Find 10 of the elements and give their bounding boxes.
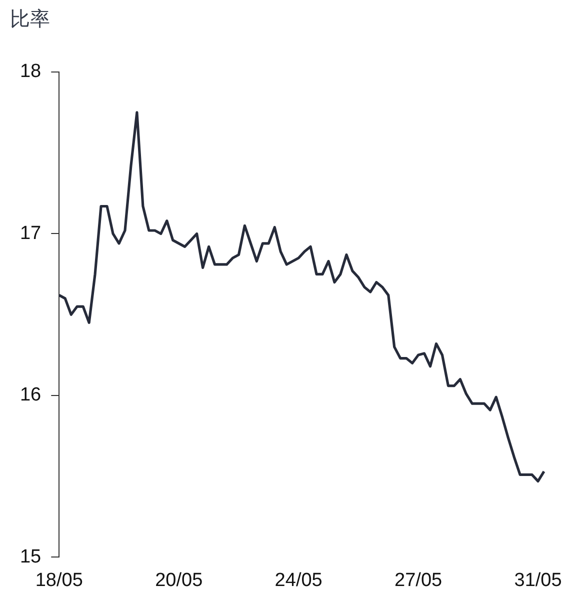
y-tick-label: 17: [20, 222, 42, 244]
y-tick-label: 15: [20, 546, 42, 568]
x-tick-label: 31/05: [514, 570, 562, 591]
x-tick-label: 27/05: [394, 570, 442, 591]
y-tick-label: 16: [20, 384, 42, 406]
y-axis-title: 比率: [10, 8, 50, 31]
x-tick-label: 20/05: [155, 570, 203, 591]
x-tick-label: 18/05: [35, 570, 83, 591]
x-tick-label: 24/05: [274, 570, 322, 591]
y-tick-label: 18: [20, 61, 42, 82]
